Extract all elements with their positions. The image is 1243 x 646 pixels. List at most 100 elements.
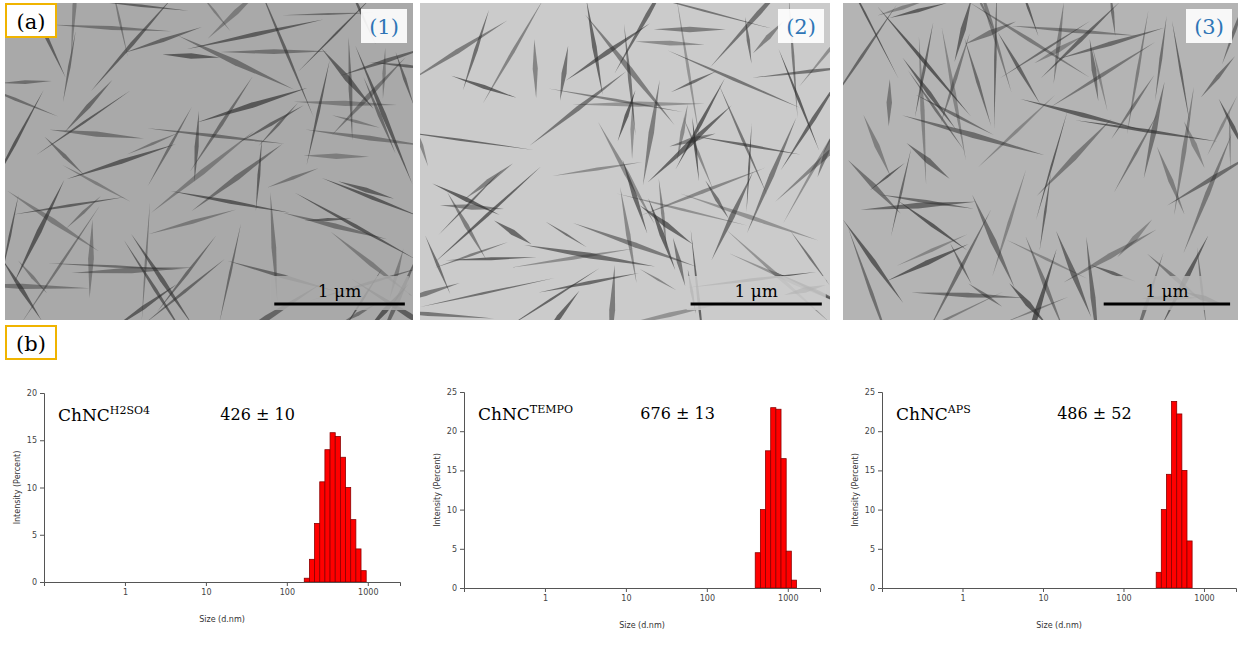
needle xyxy=(503,268,599,320)
needle xyxy=(127,133,178,154)
bar xyxy=(781,459,786,588)
needle xyxy=(1086,237,1100,320)
needle xyxy=(62,165,130,202)
needle xyxy=(897,234,968,266)
needle xyxy=(671,71,717,92)
needle xyxy=(171,191,290,213)
needle xyxy=(1207,96,1237,155)
needle xyxy=(5,195,18,277)
needle xyxy=(420,125,428,166)
needle xyxy=(530,71,627,145)
needle xyxy=(364,77,396,153)
tick: 20 xyxy=(447,427,464,436)
needle xyxy=(1034,36,1083,63)
needle xyxy=(446,257,537,260)
x-axis: 1101001000 xyxy=(883,588,1237,603)
needle xyxy=(609,265,615,320)
tick-label: 1000 xyxy=(778,594,798,603)
tick-mark xyxy=(878,392,882,393)
tick-label: 10 xyxy=(1038,594,1048,603)
needle xyxy=(465,164,513,200)
tick-label: 1000 xyxy=(1194,594,1214,603)
needle xyxy=(5,90,44,197)
tick: 10 xyxy=(201,582,211,597)
needle xyxy=(1020,99,1145,131)
axis-line xyxy=(45,583,401,587)
needle xyxy=(256,3,313,117)
needle xyxy=(64,80,112,133)
panel-letter: (a) xyxy=(17,10,46,34)
needle xyxy=(911,292,1024,297)
needle xyxy=(307,59,330,165)
needle xyxy=(451,76,516,98)
needle xyxy=(304,218,351,221)
bar xyxy=(1187,541,1192,588)
needle xyxy=(94,3,189,11)
bars xyxy=(755,408,796,588)
needle xyxy=(560,46,568,101)
bar xyxy=(325,450,330,582)
needle xyxy=(636,3,771,28)
x-axis-title: Size (d.nm) xyxy=(1036,621,1082,630)
tick-mark xyxy=(460,510,464,511)
annotation: 676 ± 13 xyxy=(640,404,714,423)
needle xyxy=(349,37,353,140)
tick-label: 25 xyxy=(865,388,875,397)
needle xyxy=(968,284,1002,307)
tick-label: 10 xyxy=(447,506,457,515)
y-axis-title: Intensity (Percent) xyxy=(13,451,22,525)
tick-mark xyxy=(878,431,882,432)
needle xyxy=(891,149,911,237)
x-axis: 1101001000 xyxy=(465,588,821,603)
tick-mark xyxy=(788,588,789,592)
tick-label: 10 xyxy=(27,484,37,493)
tick-mark xyxy=(40,535,44,536)
needle xyxy=(747,117,797,233)
tick-label: 0 xyxy=(32,578,37,587)
tick: 0 xyxy=(32,578,44,587)
needle xyxy=(192,144,283,211)
needle xyxy=(1056,231,1091,317)
tick-mark xyxy=(707,588,708,592)
tick: 25 xyxy=(447,388,464,397)
needle xyxy=(463,10,489,91)
tick: 20 xyxy=(865,427,882,436)
needle xyxy=(969,3,1011,92)
tick: 5 xyxy=(870,545,882,554)
image-label: (1) xyxy=(369,15,399,39)
bar xyxy=(309,559,314,582)
needle xyxy=(863,115,890,177)
tick-mark xyxy=(878,549,882,550)
scale-bar-label: 1 μm xyxy=(1145,281,1188,301)
tick: 15 xyxy=(447,466,464,475)
chart-title: ChNCAPS xyxy=(896,403,971,424)
needle xyxy=(432,183,499,215)
bar xyxy=(755,553,760,588)
tick: 0 xyxy=(452,584,464,593)
bar xyxy=(786,551,791,588)
needle xyxy=(190,76,253,172)
needle xyxy=(1075,120,1217,141)
tick-mark xyxy=(460,431,464,432)
tick-label: 0 xyxy=(870,584,875,593)
needle xyxy=(239,105,304,143)
axis-line xyxy=(878,393,883,589)
needle xyxy=(1110,3,1116,36)
needle xyxy=(1040,173,1051,251)
bar xyxy=(356,549,361,582)
needle xyxy=(37,90,131,155)
needle xyxy=(965,22,1016,45)
needle xyxy=(14,179,65,283)
needle xyxy=(20,205,100,320)
histogram-panel: 110100100005101520Size (d.nm)Intensity (… xyxy=(13,389,401,624)
bar xyxy=(791,580,796,588)
needle xyxy=(848,227,896,320)
needle xyxy=(425,236,450,294)
tick: 5 xyxy=(32,531,44,540)
figure: (1)1 μm(2)1 μm(3)1 μm(a)(b)1101001000051… xyxy=(0,0,1243,646)
scale-bar-patch xyxy=(687,276,826,310)
needle xyxy=(396,52,413,105)
needles xyxy=(420,3,830,320)
needle xyxy=(178,36,294,90)
needle xyxy=(420,21,507,82)
